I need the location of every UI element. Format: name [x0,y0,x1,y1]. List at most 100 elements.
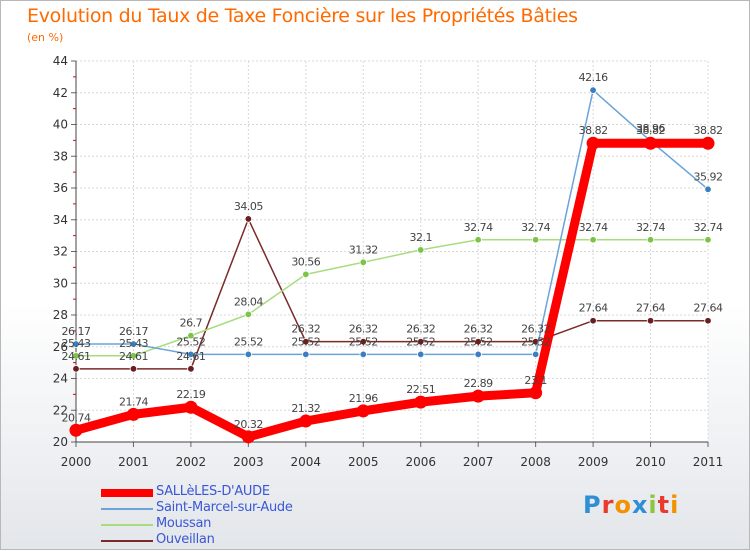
data-point [72,340,80,348]
chart-title: Evolution du Taux de Taxe Foncière sur l… [27,5,578,27]
data-label: 23.1 [524,374,547,387]
legend-label: Saint-Marcel-sur-Aude [156,500,293,515]
data-label: 27.64 [636,302,665,315]
data-label: 20.32 [234,418,263,431]
data-label: 26.7 [180,317,203,330]
data-label: 25.52 [176,335,205,348]
y-tick-label: 30 [53,276,68,290]
data-point [126,407,140,421]
data-point [417,246,425,254]
data-point [187,365,195,373]
data-point [646,317,655,325]
logo-letter: P [583,491,602,519]
series-line-1 [75,89,709,356]
logo-letter: i [670,491,680,519]
data-point [531,236,540,244]
data-label: 31.32 [349,243,378,256]
data-point [474,337,482,346]
y-tick-label: 38 [53,149,68,163]
data-label: 25.52 [291,335,320,348]
data-point [704,317,712,325]
data-point [589,86,597,94]
proxiti-logo: Proxiti [583,491,679,519]
logo-letter: x [631,491,649,519]
y-tick-label: 22 [53,403,68,417]
data-label: 38.96 [636,122,665,135]
data-label: 25.52 [234,335,263,348]
data-point [359,350,367,359]
data-label: 25.43 [62,337,91,350]
data-point [302,337,310,346]
data-point [474,236,482,244]
data-label: 34.05 [234,200,263,213]
data-label: 21.32 [291,402,320,415]
data-point [299,414,313,428]
data-label: 26.32 [521,323,550,336]
legend-label: Moussan [156,516,212,531]
data-point [184,400,198,414]
data-label: 26.17 [62,325,91,338]
y-tick-label: 42 [53,86,68,100]
data-point [244,310,253,319]
data-label: 28.04 [234,295,263,308]
legend-swatch [101,540,153,542]
logo-letter: r [601,491,615,519]
legend-swatch [101,489,153,497]
y-tick-label: 24 [53,372,68,386]
data-label: 38.82 [636,124,665,137]
y-tick-label: 20 [53,435,68,449]
data-label: 35.92 [694,170,723,183]
x-tick-label: 2010 [635,455,666,469]
data-label: 26.17 [119,325,148,338]
data-point [302,270,310,279]
data-label: 25.52 [349,335,378,348]
data-point [129,365,138,373]
data-point [187,350,195,359]
data-label: 21.74 [119,395,148,408]
y-tick-label: 32 [53,245,68,259]
legend-label: SALLèLES-D'AUDE [156,484,270,499]
x-tick-label: 2004 [291,455,322,469]
data-label: 32.74 [521,221,550,234]
data-point [187,331,195,340]
data-label: 24.61 [62,350,91,363]
data-point [129,340,138,348]
data-point [417,350,425,359]
data-label: 42.16 [579,71,608,84]
legend-label: Ouveillan [156,532,215,547]
logo-letter: o [614,491,632,519]
x-tick-label: 2006 [405,455,436,469]
series-line-2 [75,239,709,357]
data-point [302,350,310,359]
data-point [471,389,485,403]
data-point [529,386,543,400]
data-label: 38.82 [579,124,608,137]
data-point [474,350,482,359]
data-point [414,395,428,409]
y-tick-label: 28 [53,308,68,322]
x-tick-label: 2005 [348,455,379,469]
data-label: 32.1 [409,231,432,244]
data-label: 38.82 [694,124,723,137]
data-label: 21.96 [349,392,378,405]
x-tick-label: 2008 [520,455,551,469]
data-label: 32.74 [694,221,723,234]
data-point [704,185,712,193]
data-point [244,350,253,359]
logo-letter: t [657,491,671,519]
legend-swatch [101,508,153,510]
data-label: 25.52 [521,335,550,348]
series-line-3 [75,218,709,370]
data-point [129,352,138,360]
data-point [589,317,597,325]
data-point [72,365,80,373]
data-label: 27.64 [579,302,608,315]
data-point [531,350,540,359]
unit-label: (en %) [27,31,64,44]
data-point [586,136,600,150]
y-tick-label: 40 [53,118,68,132]
data-point [644,136,658,150]
data-point [704,236,712,244]
data-point [646,236,655,244]
